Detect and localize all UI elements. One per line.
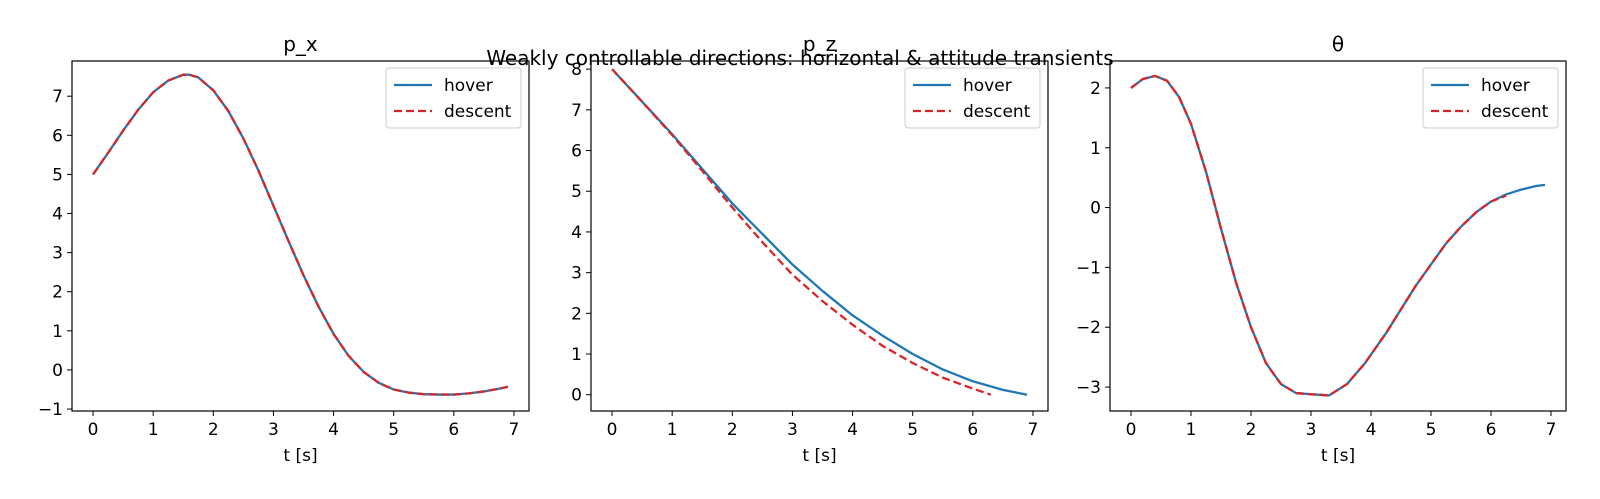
chart-panel-3: θ 0 1 2 3 4 5 6 7 −3 −2 −1 0 1 2 t [s] hover descent	[1076, 32, 1567, 466]
x-tick-label: 4	[328, 420, 339, 440]
x-tick-label: 2	[1246, 420, 1257, 440]
chart-panel-2: p_z 0 1 2 3 4 5 6 7 0 1 2 3 4 5 6 7 8 t [s] hover descent	[571, 32, 1049, 466]
x-tick-label: 4	[847, 420, 858, 440]
x-tick-label: 0	[88, 420, 99, 440]
y-tick-label: 3	[571, 264, 582, 284]
x-tick-label: 2	[727, 420, 738, 440]
y-tick-label: −1	[38, 400, 63, 420]
x-tick-label: 5	[388, 420, 399, 440]
y-tick-label: 5	[52, 165, 63, 185]
x-axis-label: t [s]	[802, 446, 836, 466]
legend: hover descent	[904, 67, 1041, 129]
y-tick-label: −1	[1076, 258, 1101, 278]
legend-label-descent: descent	[963, 102, 1031, 122]
x-tick-label: 1	[1186, 420, 1197, 440]
series-line-descent	[611, 68, 992, 396]
y-tick-label: 6	[571, 142, 582, 162]
x-tick-label: 1	[667, 420, 678, 440]
legend: hover descent	[1422, 67, 1559, 129]
x-tick-label: 7	[509, 420, 520, 440]
legend-box	[385, 67, 522, 129]
y-tick-label: −2	[1076, 318, 1101, 338]
figure-suptitle: Weakly controllable directions: horizont…	[486, 46, 1113, 70]
y-tick-label: 2	[571, 304, 582, 324]
legend-label-hover: hover	[1481, 76, 1530, 96]
y-tick-label: 2	[1090, 79, 1101, 99]
x-tick-label: 7	[1546, 420, 1557, 440]
x-tick-label: 6	[967, 420, 978, 440]
chart-panel-1: p_x 0 1 2 3 4 5 6 7 −1 0 1 2 3 4 5 6 7 t [s] hover descent	[38, 32, 530, 466]
x-tick-label: 0	[1126, 420, 1137, 440]
y-tick-label: 0	[52, 361, 63, 381]
y-tick-label: 0	[1090, 199, 1101, 219]
series-line-descent	[92, 73, 509, 396]
legend-box	[904, 67, 1041, 129]
axes-frame	[590, 60, 1049, 412]
y-tick-label: 4	[571, 223, 582, 243]
x-tick-label: 2	[208, 420, 219, 440]
y-tick-label: 7	[52, 87, 63, 107]
y-tick-label: 4	[52, 205, 63, 225]
legend: hover descent	[385, 67, 522, 129]
y-tick-label: 1	[571, 345, 582, 365]
x-axis-label: t [s]	[283, 446, 317, 466]
y-tick-label: 0	[571, 386, 582, 406]
y-tick-label: 5	[571, 182, 582, 202]
y-tick-label: 8	[571, 60, 582, 80]
chart-title: p_x	[283, 32, 318, 56]
series-line-descent	[1130, 74, 1507, 397]
x-tick-label: 6	[448, 420, 459, 440]
legend-box	[1422, 67, 1559, 129]
x-axis-label: t [s]	[1321, 446, 1355, 466]
y-tick-label: 1	[52, 322, 63, 342]
x-tick-label: 6	[1486, 420, 1497, 440]
chart-title: θ	[1332, 32, 1344, 56]
y-tick-label: 7	[571, 101, 582, 121]
legend-label-descent: descent	[1481, 102, 1549, 122]
x-tick-label: 7	[1028, 420, 1039, 440]
y-tick-label: 3	[52, 244, 63, 264]
x-tick-label: 5	[1426, 420, 1437, 440]
x-tick-label: 4	[1366, 420, 1377, 440]
x-tick-label: 3	[268, 420, 279, 440]
y-tick-label: −3	[1076, 378, 1101, 398]
axes-frame	[71, 60, 530, 412]
x-tick-label: 3	[1306, 420, 1317, 440]
chart-title: p_z	[803, 32, 836, 56]
x-tick-label: 1	[148, 420, 159, 440]
y-tick-label: 6	[52, 126, 63, 146]
x-tick-label: 3	[787, 420, 798, 440]
legend-label-descent: descent	[444, 102, 512, 122]
axes-frame	[1109, 60, 1567, 412]
x-tick-label: 0	[607, 420, 618, 440]
x-tick-label: 5	[907, 420, 918, 440]
legend-label-hover: hover	[444, 76, 493, 96]
legend-label-hover: hover	[963, 76, 1012, 96]
y-tick-label: 1	[1090, 139, 1101, 159]
y-tick-label: 2	[52, 283, 63, 303]
